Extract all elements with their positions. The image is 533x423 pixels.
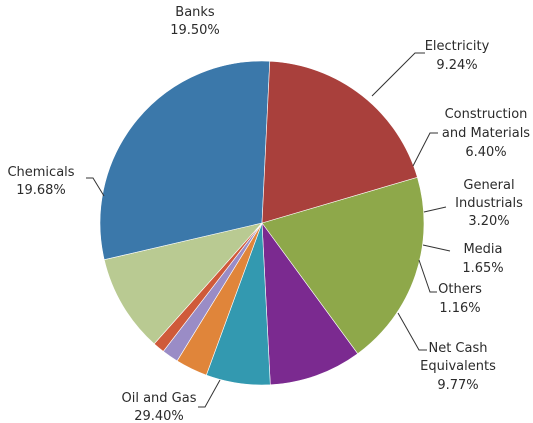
slice-value-label: 3.20% [468, 214, 509, 229]
slice-category-label: Chemicals [7, 165, 74, 180]
slice-chemicals [261, 60, 418, 224]
slice-label-electricity: Electricity 9.24% [425, 39, 490, 73]
slice-banks [261, 176, 425, 355]
leader-line-general-industrials [423, 206, 447, 213]
slice-label-media: Media 1.65% [462, 242, 503, 276]
slice-category-label: General [463, 178, 514, 193]
slice-category-label: Construction [445, 107, 528, 122]
slice-category-label: Others [438, 282, 482, 297]
leader-line-net-cash-equivalents [397, 312, 427, 351]
slice-category-label: Equivalents [420, 359, 496, 374]
slice-value-label: 29.40% [134, 409, 184, 423]
slice-labels: Banks 19.50% Electricity 9.24% Construction a… [7, 5, 530, 423]
slice-oil-and-gas [99, 60, 271, 261]
leader-line-media [422, 244, 451, 252]
slice-value-label: 1.65% [462, 261, 503, 276]
slice-category-label: Media [463, 242, 502, 257]
slice-label-general-industrials: General Industrials 3.20% [455, 178, 523, 229]
slice-category-label: Net Cash [428, 341, 487, 356]
slice-label-others: Others 1.16% [438, 282, 482, 316]
slice-category-label: Banks [175, 5, 215, 20]
slice-value-label: 6.40% [465, 145, 506, 160]
slice-label-net-cash-equivalents: Net Cash Equivalents 9.77% [420, 341, 496, 393]
leader-line-others [418, 259, 437, 293]
pie-slices [99, 60, 425, 386]
leader-lines [86, 52, 451, 408]
slice-value-label: 1.16% [439, 301, 480, 316]
slice-label-construction-and-materials: Construction and Materials 6.40% [442, 107, 530, 160]
slice-electricity [261, 222, 359, 386]
slice-value-label: 19.68% [16, 183, 66, 198]
leader-line-oil-and-gas [198, 379, 221, 408]
slice-label-oil-and-gas: Oil and Gas 29.40% [122, 391, 197, 423]
slice-label-chemicals: Chemicals 19.68% [7, 165, 74, 198]
leader-line-construction-and-materials [412, 132, 438, 167]
slice-value-label: 19.50% [170, 23, 220, 38]
slice-value-label: 9.77% [437, 378, 478, 393]
leader-line-chemicals [86, 177, 105, 197]
slice-net-cash-equivalents [103, 222, 263, 345]
slice-category-label: Oil and Gas [122, 391, 197, 406]
slice-value-label: 9.24% [436, 58, 477, 73]
slice-label-banks: Banks 19.50% [170, 5, 220, 38]
slice-category-label: Electricity [425, 39, 490, 54]
slice-category-label: Industrials [455, 196, 523, 211]
leader-line-electricity [371, 52, 425, 97]
slice-category-label: and Materials [442, 126, 530, 141]
